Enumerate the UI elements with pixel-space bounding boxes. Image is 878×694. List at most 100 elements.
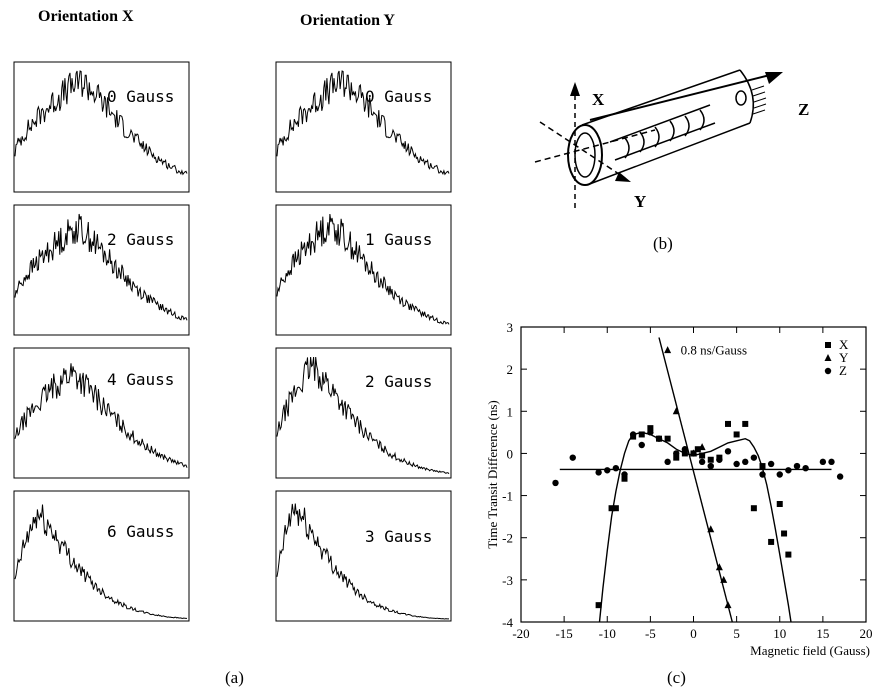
data-point-z <box>767 460 775 468</box>
axis-y-line <box>539 121 626 179</box>
data-point-y <box>672 407 680 415</box>
x-tick-label: -15 <box>555 626 572 641</box>
axis-z-dashed <box>534 129 656 163</box>
data-point-z <box>776 471 783 478</box>
x-histogram-2 <box>13 347 190 479</box>
histogram-trace <box>276 70 450 176</box>
data-point-z <box>733 460 740 468</box>
data-point-z <box>552 479 559 487</box>
data-point-x <box>612 505 619 512</box>
x-tick-label: 15 <box>816 626 829 641</box>
histogram-frame <box>13 347 190 479</box>
tube-anode <box>735 90 747 106</box>
histogram-trace <box>276 503 449 620</box>
y-tick-label: 1 <box>507 404 514 419</box>
histogram-frame <box>275 490 452 622</box>
legend-marker-z <box>824 367 832 375</box>
data-point-z <box>707 462 714 470</box>
data-point-z <box>716 456 723 463</box>
data-point-y <box>664 346 672 354</box>
legend-marker-x <box>825 342 831 348</box>
data-point-z <box>655 435 663 442</box>
tube-pins <box>751 85 767 115</box>
histogram-frame <box>275 204 452 336</box>
histogram-trace <box>14 70 188 176</box>
histogram-label-y-3: 3 Gauss <box>365 527 433 546</box>
tube-front-window <box>574 132 596 178</box>
data-point-z <box>681 446 689 453</box>
y-tick-label: -1 <box>502 489 513 504</box>
data-point-z <box>724 448 732 455</box>
data-point-z <box>793 462 801 470</box>
axis-z-label: Z <box>798 100 810 119</box>
data-point-x <box>768 538 775 545</box>
data-point-x <box>621 475 628 482</box>
data-point-x <box>785 551 792 558</box>
data-point-x <box>595 602 602 609</box>
data-point-z <box>785 467 792 474</box>
histogram-frame <box>13 204 190 336</box>
axis-y-label: Y <box>634 192 647 211</box>
histogram-trace <box>14 504 187 619</box>
y-tick-label: -4 <box>502 615 513 630</box>
data-point-x <box>694 446 701 453</box>
histogram-label-y-1: 1 Gauss <box>365 230 433 249</box>
data-point-x <box>707 456 714 463</box>
legend: XYZ <box>824 337 849 378</box>
histogram-label-x-1: 2 Gauss <box>107 230 175 249</box>
x-histogram-1 <box>13 204 190 336</box>
data-point-x <box>699 452 706 459</box>
fit-line-y <box>658 337 733 623</box>
y-histogram-1 <box>275 204 452 336</box>
series-y <box>664 346 732 609</box>
series-z <box>552 429 844 487</box>
legend-label-z: Z <box>839 363 847 378</box>
data-point-x <box>673 454 680 461</box>
data-point-z <box>742 458 749 466</box>
plot-frame <box>520 326 867 623</box>
histogram-trace <box>14 213 188 321</box>
x-tick-label: -5 <box>645 626 656 641</box>
data-point-z <box>759 471 766 478</box>
y-histogram-0 <box>275 61 452 193</box>
caption-b: (b) <box>653 234 673 253</box>
histogram-label-y-0: 0 Gauss <box>365 87 433 106</box>
histogram-label-y-2: 2 Gauss <box>365 372 433 391</box>
data-point-z <box>595 469 602 476</box>
data-point-z <box>612 464 620 472</box>
orientation-x-title: Orientation X <box>38 8 134 25</box>
x-histogram-0 <box>13 61 190 193</box>
data-point-x <box>733 431 740 438</box>
histogram-label-x-3: 6 Gauss <box>107 522 175 541</box>
histogram-frame <box>13 490 190 622</box>
data-point-y <box>720 575 728 583</box>
histogram-label-x-0: 0 Gauss <box>107 87 175 106</box>
data-point-x <box>781 530 788 537</box>
dynode-top <box>609 104 711 143</box>
dynode-chain <box>624 109 705 159</box>
data-point-y <box>724 601 732 609</box>
histogram-frame <box>275 347 452 479</box>
y-tick-label: -2 <box>502 531 513 546</box>
data-point-z <box>664 458 671 466</box>
data-point-x <box>638 431 645 438</box>
data-point-x <box>776 501 783 507</box>
data-point-x <box>759 463 766 470</box>
data-point-x <box>742 420 749 427</box>
legend-label-x: X <box>839 337 849 352</box>
data-point-z <box>836 473 844 480</box>
tube-front-face <box>567 124 603 186</box>
data-point-z <box>638 441 645 449</box>
slope-annotation: 0.8 ns/Gauss <box>681 342 747 357</box>
data-point-y <box>698 443 706 451</box>
data-point-y <box>707 525 715 533</box>
tube-bottom-edge <box>586 122 751 186</box>
legend-label-y: Y <box>839 350 849 365</box>
y-tick-label: 3 <box>507 320 514 335</box>
histogram-trace <box>14 363 188 468</box>
data-point-x <box>608 505 615 512</box>
data-point-z <box>621 471 628 478</box>
data-point-x <box>647 425 654 432</box>
histogram-trace <box>276 356 450 475</box>
